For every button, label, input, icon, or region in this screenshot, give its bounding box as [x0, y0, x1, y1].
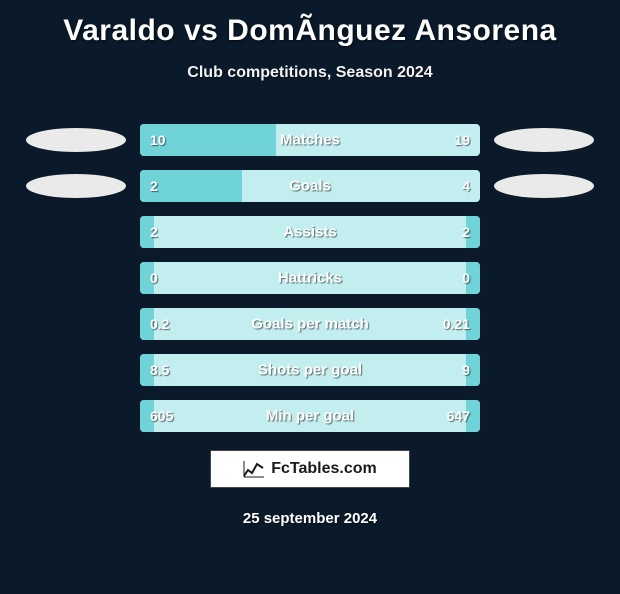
player-left-oval	[26, 174, 126, 198]
stat-value-left: 2	[150, 178, 158, 194]
stat-value-left: 2	[150, 224, 158, 240]
site-logo-text: FcTables.com	[271, 460, 377, 478]
stat-bar: 8.5 9 Shots per goal	[140, 354, 480, 386]
page-subtitle: Club competitions, Season 2024	[0, 64, 620, 82]
footer-date: 25 september 2024	[0, 510, 620, 527]
player-left-oval	[26, 128, 126, 152]
stat-label: Shots per goal	[258, 362, 362, 379]
stat-value-left: 605	[150, 408, 173, 424]
stat-value-right: 9	[462, 362, 470, 378]
stat-bar: 0 0 Hattricks	[140, 262, 480, 294]
stat-row: 0 0 Hattricks	[0, 262, 620, 294]
stat-value-left: 0	[150, 270, 158, 286]
stat-bar: 605 647 Min per goal	[140, 400, 480, 432]
stat-value-right: 2	[462, 224, 470, 240]
stat-label: Min per goal	[266, 408, 354, 425]
stat-label: Hattricks	[278, 270, 342, 287]
site-logo[interactable]: FcTables.com	[210, 450, 410, 488]
stat-value-right: 647	[447, 408, 470, 424]
stat-row: 8.5 9 Shots per goal	[0, 354, 620, 386]
stat-label: Goals	[289, 178, 331, 195]
stat-row: 2 2 Assists	[0, 216, 620, 248]
stat-label: Matches	[280, 132, 340, 149]
chart-icon	[243, 460, 265, 478]
stat-bar: 2 4 Goals	[140, 170, 480, 202]
stat-value-right: 0	[462, 270, 470, 286]
stat-value-left: 8.5	[150, 362, 169, 378]
stat-label: Goals per match	[251, 316, 369, 333]
stat-value-left: 0.2	[150, 316, 169, 332]
stat-row: 605 647 Min per goal	[0, 400, 620, 432]
stat-row: 0.2 0.21 Goals per match	[0, 308, 620, 340]
stat-value-left: 10	[150, 132, 166, 148]
stat-label: Assists	[283, 224, 336, 241]
stat-bar: 0.2 0.21 Goals per match	[140, 308, 480, 340]
stat-bar: 10 19 Matches	[140, 124, 480, 156]
stat-bar: 2 2 Assists	[140, 216, 480, 248]
stat-value-right: 4	[462, 178, 470, 194]
player-right-oval	[494, 174, 594, 198]
stat-row: 2 4 Goals	[0, 170, 620, 202]
page-title: Varaldo vs DomÃnguez Ansorena	[0, 14, 620, 48]
comparison-chart: 10 19 Matches 2 4 Goals 2 2 Assists 0 0 Hattricks 0.…	[0, 124, 620, 432]
stat-value-right: 19	[454, 132, 470, 148]
stat-row: 10 19 Matches	[0, 124, 620, 156]
player-right-oval	[494, 128, 594, 152]
stat-value-right: 0.21	[443, 316, 470, 332]
